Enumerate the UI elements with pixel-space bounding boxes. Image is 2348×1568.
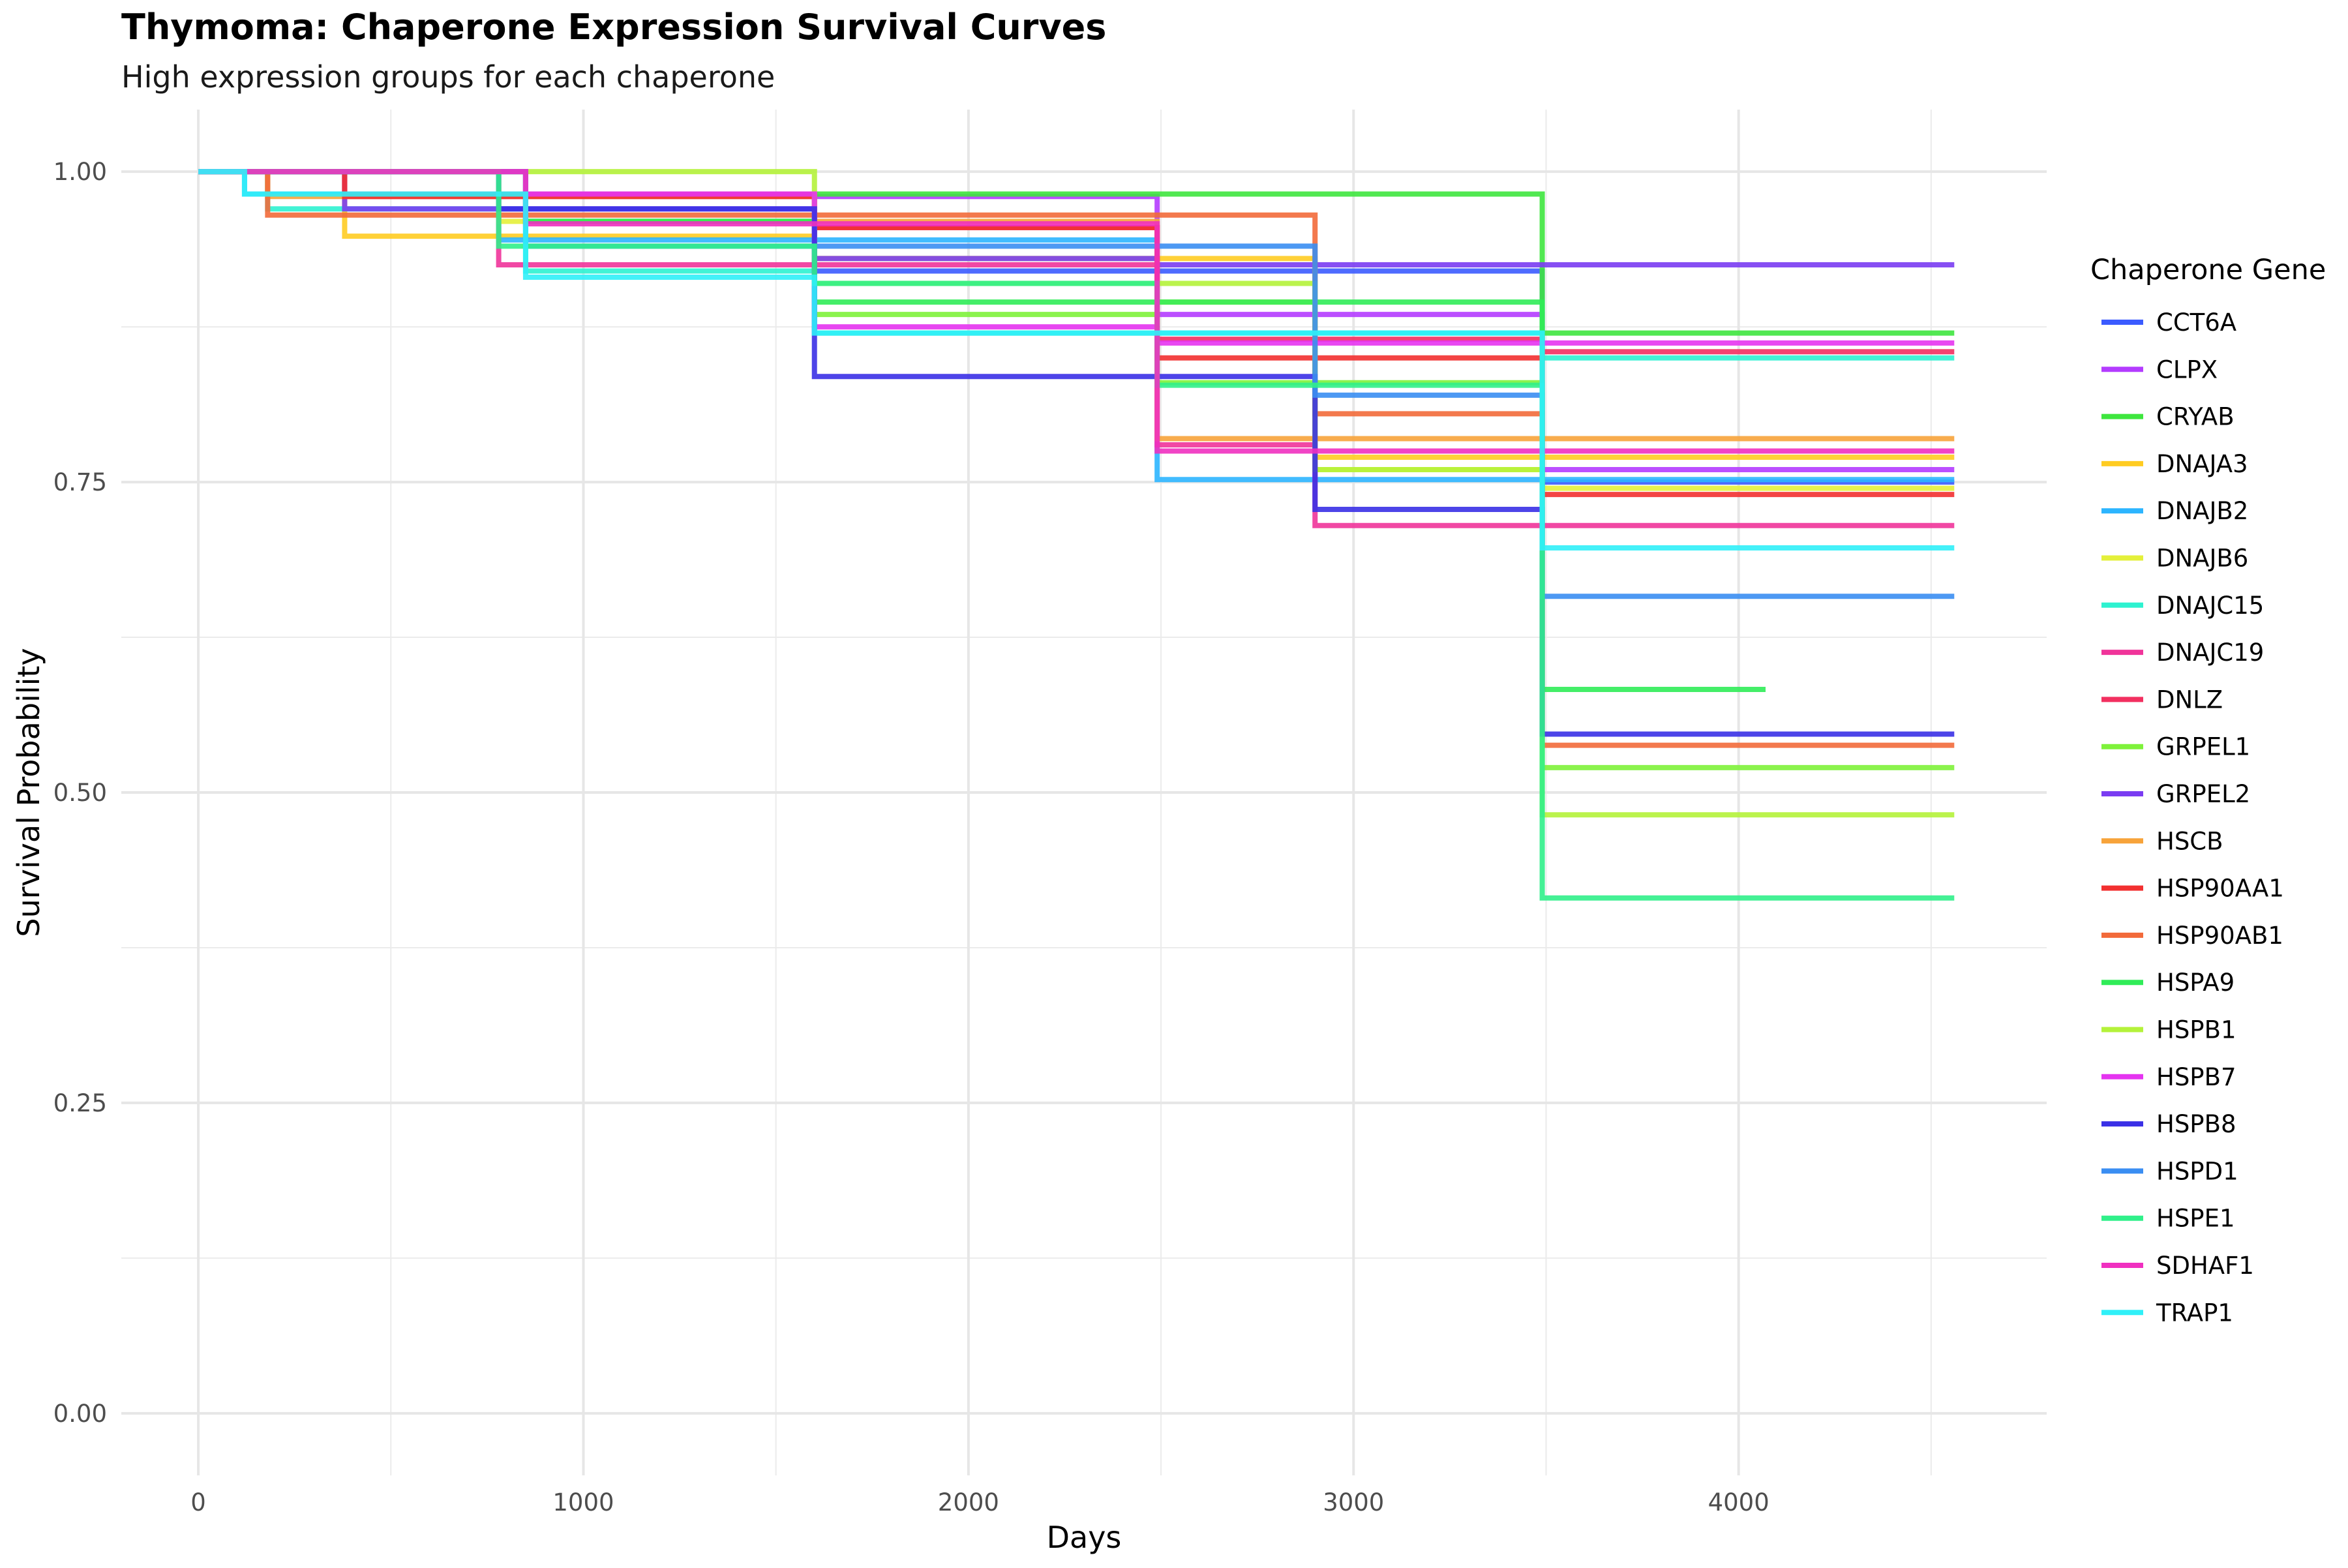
legend-item-grpel2: GRPEL2 [2101,780,2250,808]
legend-label: CCT6A [2156,309,2236,337]
x-axis-title: Days [1047,1520,1122,1555]
legend-item-cryab: CRYAB [2101,403,2235,431]
x-tick-label: 1000 [552,1488,614,1516]
legend-item-dnajc15: DNAJC15 [2101,592,2264,620]
series-line-hspe1 [198,169,1955,901]
x-tick-label: 2000 [938,1488,999,1516]
legend-label: HSPB7 [2156,1063,2236,1091]
legend-item-hspb8: HSPB8 [2101,1110,2236,1138]
series-line-trap1 [198,169,1955,550]
legend-item-hscb: HSCB [2101,827,2223,855]
legend-item-clpx: CLPX [2101,355,2218,384]
legend-item-dnlz: DNLZ [2101,686,2223,714]
axis-ticks: 0 1000 2000 3000 4000 0.00 0.25 0.50 0.75 1.00 [53,158,1769,1516]
legend-label: HSPA9 [2156,969,2235,997]
legend-title: Chaperone Gene [2090,254,2326,286]
legend-item-hspb7: HSPB7 [2101,1063,2236,1091]
chart-title: Thymoma: Chaperone Expression Survival C… [121,7,1106,48]
series-line-hspa9 [198,169,1766,692]
legend-item-hspb1: HSPB1 [2101,1016,2236,1044]
y-tick-label: 0.00 [53,1400,107,1428]
legend-item-dnajc19: DNAJC19 [2101,639,2264,667]
legend-label: DNAJA3 [2156,450,2248,478]
legend-item-dnajb6: DNAJB6 [2101,545,2248,573]
legend-label: DNLZ [2156,686,2223,714]
x-tick-label: 0 [190,1488,206,1516]
legend-item-trap1: TRAP1 [2101,1299,2233,1327]
legend-label: DNAJC15 [2156,592,2264,620]
legend-item-cct6a: CCT6A [2101,309,2236,337]
legend-item-hsp90ab1: HSP90AB1 [2101,922,2283,950]
legend-item-dnajb2: DNAJB2 [2101,497,2248,525]
legend-item-dnaja3: DNAJA3 [2101,450,2248,478]
x-tick-label: 4000 [1708,1488,1769,1516]
legend-item-hspa9: HSPA9 [2101,969,2235,997]
legend-label: DNAJB6 [2156,545,2248,573]
legend-label: HSP90AB1 [2156,922,2283,950]
legend-label: HSCB [2156,827,2223,855]
legend-label: HSPD1 [2156,1157,2238,1185]
series-line-grpel2 [198,169,1955,267]
legend-label: HSP90AA1 [2156,875,2284,903]
legend-label: GRPEL1 [2156,733,2250,761]
y-tick-label: 0.75 [53,468,107,496]
legend-item-sdhaf1: SDHAF1 [2101,1252,2254,1280]
x-tick-label: 3000 [1323,1488,1384,1516]
y-axis-title: Survival Probability [11,648,46,937]
legend-label: DNAJC19 [2156,639,2264,667]
legend-label: GRPEL2 [2156,780,2250,808]
legend-label: HSPB8 [2156,1110,2236,1138]
y-tick-label: 1.00 [53,158,107,186]
legend-item-hspd1: HSPD1 [2101,1157,2238,1185]
legend-label: CLPX [2156,355,2218,384]
y-tick-label: 0.25 [53,1089,107,1117]
legend-label: HSPB1 [2156,1016,2236,1044]
chart-subtitle: High expression groups for each chaperon… [121,59,775,95]
legend-label: SDHAF1 [2156,1252,2254,1280]
legend: CCT6A CLPX CRYAB DNAJA3 DNAJB2 DNAJB6 DNAJC15 D… [2101,309,2284,1327]
y-tick-label: 0.50 [53,779,107,807]
legend-label: HSPE1 [2156,1205,2235,1233]
legend-item-hsp90aa1: HSP90AA1 [2101,875,2284,903]
legend-label: TRAP1 [2156,1299,2233,1327]
legend-label: DNAJB2 [2156,497,2248,525]
survival-curves [198,169,1955,901]
legend-item-grpel1: GRPEL1 [2101,733,2250,761]
legend-label: CRYAB [2156,403,2235,431]
series-line-hscb [198,169,1955,442]
legend-item-hspe1: HSPE1 [2101,1205,2235,1233]
